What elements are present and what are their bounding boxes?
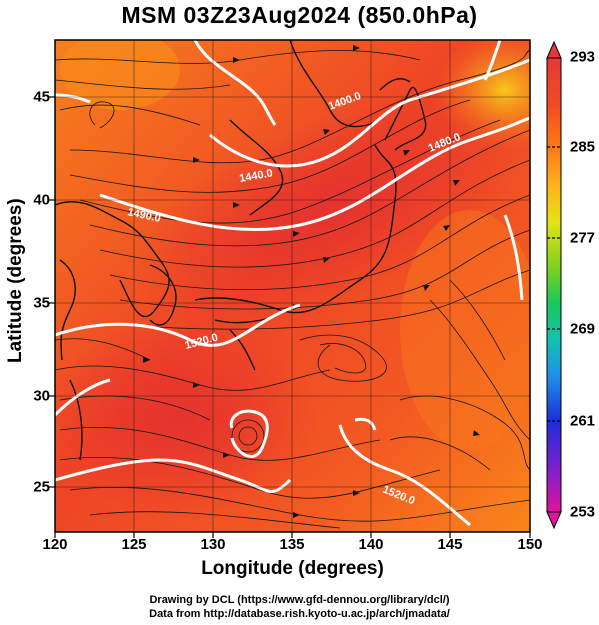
- colorbar: [546, 40, 562, 530]
- streamline-arrows: [143, 45, 480, 518]
- x-axis-title: Longitude (degrees): [201, 558, 384, 579]
- colorbar-min-triangle: [546, 511, 562, 530]
- x-tick-label: 135: [279, 536, 305, 553]
- colorbar-max-triangle: [546, 40, 562, 59]
- colorbar-label: 253: [570, 503, 596, 521]
- x-tick-label: 125: [121, 536, 147, 553]
- y-tick-label: 45: [33, 88, 50, 106]
- colorbar-label: 293: [570, 48, 596, 66]
- y-tick-label: 35: [33, 294, 50, 312]
- y-tick-label: 30: [33, 387, 50, 405]
- coastlines: [55, 40, 427, 461]
- colorbar-label: 261: [570, 412, 596, 430]
- y-tick-label: 25: [33, 478, 50, 496]
- contour-label: 1440.0: [238, 167, 273, 185]
- credit-drawing: Drawing by DCL (https://www.gfd-dennou.o…: [149, 594, 450, 606]
- x-tick-label: 130: [200, 536, 226, 553]
- credit-data: Data from http://database.rish.kyoto-u.a…: [149, 608, 450, 620]
- x-tick-label: 140: [358, 536, 384, 553]
- x-tick-label: 145: [437, 536, 463, 553]
- map-grid: [49, 39, 531, 538]
- y-axis-title: Latitude (degrees): [5, 198, 26, 363]
- x-tick-label: 150: [517, 536, 543, 553]
- colorbar-label: 277: [570, 229, 596, 247]
- colorbar-label: 269: [570, 320, 596, 338]
- colorbar-label: 285: [570, 138, 596, 156]
- figure-title: MSM 03Z23Aug2024 (850.0hPa): [121, 2, 478, 28]
- wind-streamlines: [55, 49, 530, 529]
- x-tick-label: 120: [42, 536, 68, 553]
- y-tick-label: 40: [33, 191, 50, 209]
